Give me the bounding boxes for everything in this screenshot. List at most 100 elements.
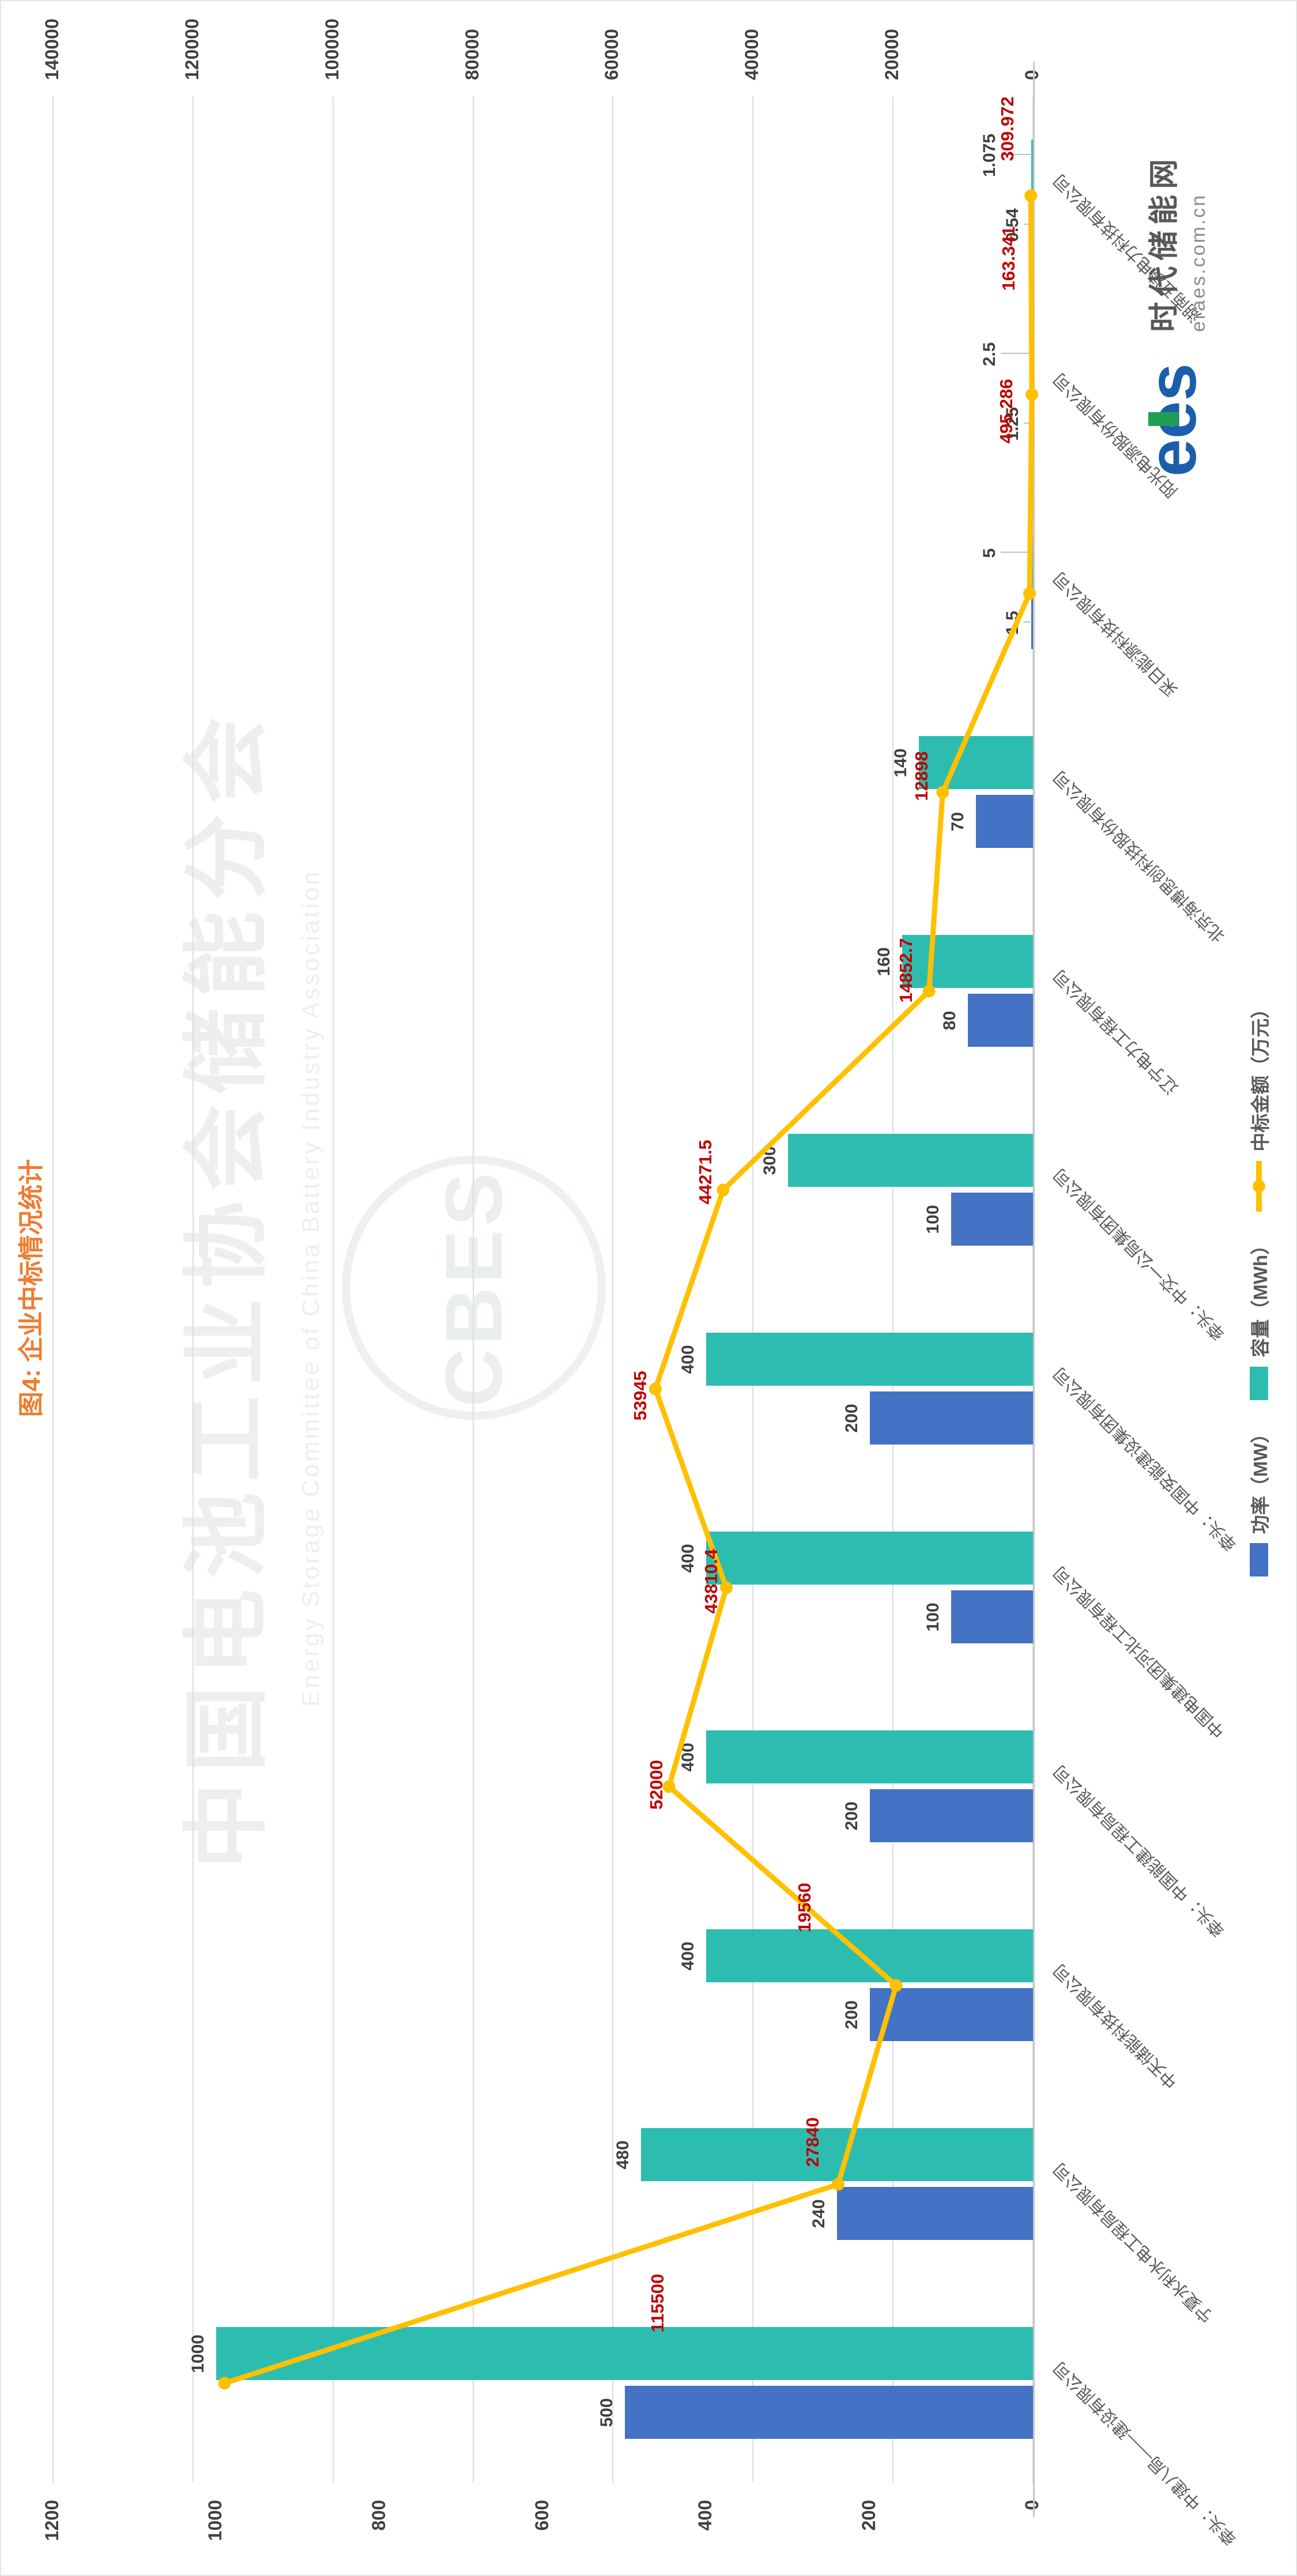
category-label: 牵头：中国安能建设集团有限公司 (1050, 1363, 1241, 1554)
bar-power (951, 1590, 1033, 1644)
bar-power (869, 1391, 1033, 1445)
category-label: 宁夏水利水电工程局有限公司 (1050, 2159, 1217, 2326)
capacity-value-label: 400 (678, 1544, 698, 1573)
capacity-value-label: 1.075 (980, 133, 999, 178)
capacity-value-label: 300 (760, 1146, 779, 1175)
legend-label-power: 功率（MW） (1250, 1424, 1271, 1534)
bar-capacity (918, 736, 1033, 790)
amount-axis-tick-label: 140000 (42, 18, 62, 80)
power-axis-tick-label: 1000 (205, 2500, 226, 2541)
bar-capacity (1031, 139, 1033, 193)
amount-axis-tick-label: 100000 (321, 18, 342, 80)
bar-capacity (706, 1929, 1033, 1983)
capacity-value-label: 400 (678, 1941, 698, 1971)
label-leader-line (1024, 621, 1032, 623)
bar-capacity (706, 1730, 1033, 1784)
capacity-value-label: 1000 (188, 2334, 208, 2373)
category-label: 牵头：中国能建工程局有限公司 (1050, 1761, 1229, 1940)
legend-item-amount: 中标金额（万元） (1245, 1000, 1273, 1212)
power-value-label: 200 (842, 1404, 861, 1433)
amount-value-label: 495.286 (996, 379, 1016, 444)
bar-capacity (706, 1333, 1033, 1386)
power-value-label: 500 (597, 2398, 616, 2427)
amount-value-label: 44271.5 (695, 1140, 716, 1205)
bar-power (869, 1988, 1033, 2042)
capacity-value-label: 400 (678, 1345, 698, 1374)
amount-axis-tick-label: 120000 (181, 18, 202, 80)
capacity-value-label: 140 (891, 748, 910, 778)
power-axis-tick-label: 400 (695, 2500, 716, 2531)
amount-point (717, 1183, 730, 1197)
power-axis-tick-label: 800 (368, 2500, 389, 2531)
bar-power (1031, 397, 1033, 451)
amount-value-label: 115500 (647, 2273, 668, 2333)
power-axis-tick-label: 200 (858, 2500, 879, 2531)
category-label: 牵头：中交一公局集团有限公司 (1050, 1164, 1229, 1343)
ees-logo-icon: ees (1140, 363, 1209, 477)
amount-gridline (752, 96, 754, 2483)
label-leader-line (1024, 423, 1032, 424)
amount-line-path (224, 195, 1035, 2386)
capacity-value-label: 400 (678, 1743, 698, 1772)
capacity-swatch-icon (1250, 1366, 1268, 1400)
capacity-value-label: 160 (874, 947, 894, 976)
power-value-label: 240 (809, 2199, 828, 2228)
power-value-label: 100 (923, 1602, 943, 1632)
legend: 功率（MW） 容量（MWh） 中标金额（万元） (1245, 1, 1273, 2575)
power-value-label: 1.5 (1003, 610, 1022, 635)
bar-capacity (216, 2327, 1033, 2381)
amount-value-label: 53945 (629, 1371, 650, 1421)
bar-power (624, 2386, 1033, 2439)
bar-power (1031, 198, 1033, 252)
bar-power (967, 994, 1033, 1047)
amount-value-label: 163.341 (998, 226, 1019, 291)
amount-line-swatch-icon (1253, 1160, 1265, 1212)
logo-brand-name: 时代储能网 (1148, 153, 1181, 332)
amount-axis-tick-label: 20000 (881, 29, 903, 80)
power-value-label: 70 (948, 812, 967, 832)
power-axis-tick-label: 1200 (42, 2500, 62, 2541)
amount-value-label: 12898 (911, 751, 932, 801)
category-label: 辽宁电力工程有限公司 (1050, 965, 1182, 1097)
power-value-label: 80 (940, 1010, 959, 1031)
amount-value-label: 43810.4 (701, 1549, 722, 1614)
capacity-value-label: 5 (980, 548, 999, 558)
bar-power (837, 2187, 1033, 2241)
category-axis-line (1033, 62, 1035, 2517)
bar-power (951, 1193, 1033, 1246)
bar-capacity (641, 2128, 1033, 2182)
amount-point (648, 1382, 662, 1396)
legend-item-power: 功率（MW） (1245, 1424, 1273, 1577)
bar-capacity (1031, 338, 1033, 392)
legend-label-capacity: 容量（MWh） (1250, 1235, 1271, 1357)
bar-capacity (1028, 537, 1033, 591)
label-leader-line (1001, 552, 1032, 553)
amount-gridline (472, 96, 474, 2483)
capacity-value-label: 480 (613, 2140, 632, 2170)
power-value-label: 200 (842, 1801, 861, 1831)
bar-power (869, 1789, 1033, 1843)
legend-label-amount: 中标金额（万元） (1250, 999, 1271, 1152)
amount-gridline (52, 96, 54, 2483)
amount-gridline (332, 96, 334, 2483)
amount-value-label: 52000 (646, 1760, 666, 1810)
bar-power (1031, 596, 1033, 650)
power-axis-tick-label: 600 (531, 2500, 552, 2531)
bar-power (975, 795, 1033, 848)
amount-axis-tick-label: 40000 (741, 29, 763, 80)
amount-value-label: 309.972 (997, 96, 1018, 161)
bar-capacity (706, 1532, 1033, 1585)
amount-value-label: 14852.7 (895, 938, 916, 1003)
amount-gridline (192, 96, 194, 2483)
label-leader-line (1001, 353, 1032, 354)
category-label: 牵头：中建八局——建设有限公司 (1050, 2358, 1241, 2548)
category-label: 采日能源科技有限公司 (1050, 568, 1182, 699)
amount-axis-tick-label: 80000 (461, 29, 482, 80)
bar-capacity (788, 1134, 1033, 1187)
label-leader-line (1024, 224, 1032, 225)
amount-value-label: 27840 (802, 2117, 823, 2167)
category-label: 北京海博思创科技股份有限公司 (1050, 767, 1229, 945)
amount-axis-tick-label: 60000 (601, 29, 623, 80)
